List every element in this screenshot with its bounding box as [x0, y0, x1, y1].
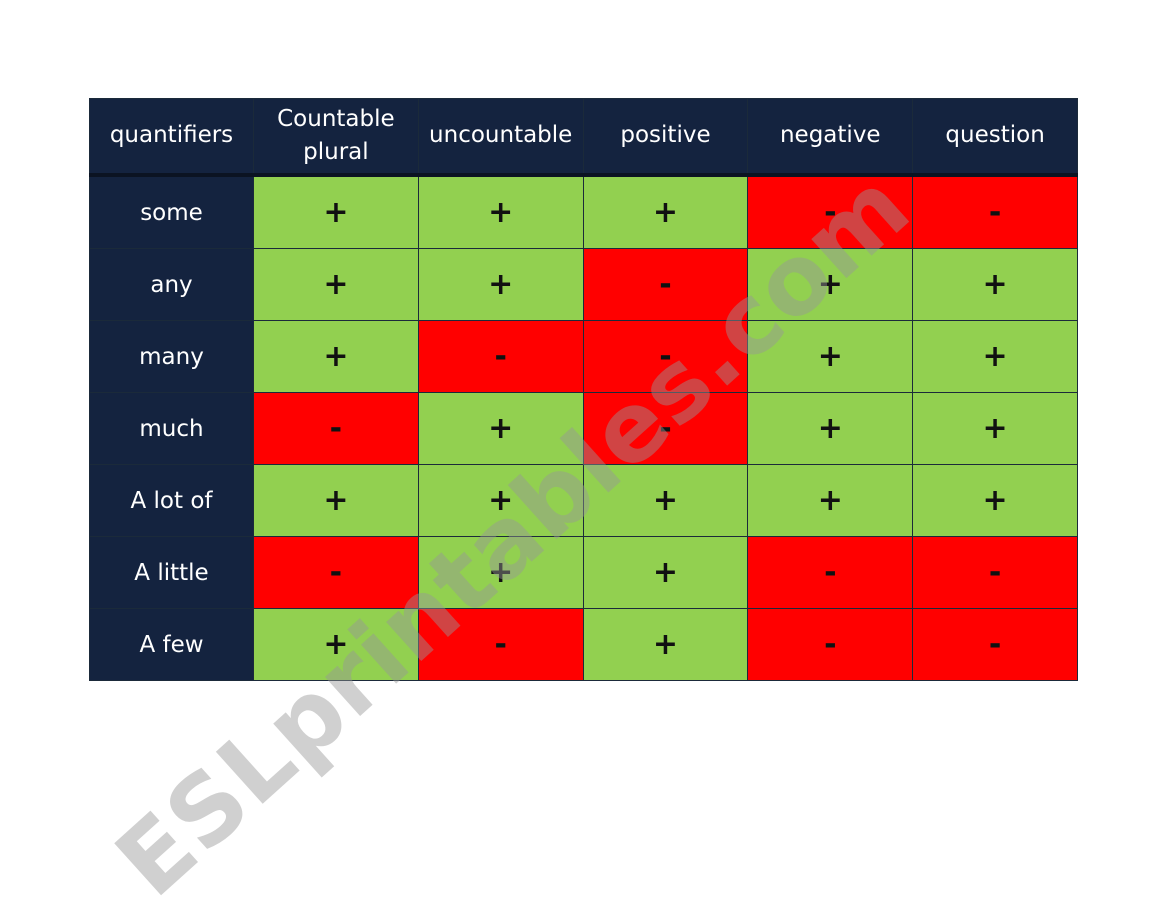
cell-minus: -: [582, 320, 749, 393]
cell-plus: +: [912, 320, 1078, 393]
cell-plus: +: [417, 536, 584, 609]
cell-minus: -: [253, 392, 419, 465]
cell-minus: -: [417, 608, 584, 681]
header-countable-plural: Countable plural: [253, 98, 419, 177]
row-label: much: [89, 392, 254, 465]
header-row: quantifiers Countable plural uncountable…: [89, 98, 1078, 177]
header-negative: negative: [747, 98, 914, 177]
cell-minus: -: [417, 320, 584, 393]
cell-minus: -: [582, 248, 749, 321]
cell-plus: +: [417, 248, 584, 321]
cell-minus: -: [747, 608, 914, 681]
cell-plus: +: [912, 464, 1078, 537]
row-label: some: [89, 174, 254, 249]
cell-plus: +: [253, 248, 419, 321]
header-question: question: [912, 98, 1078, 177]
cell-plus: +: [912, 392, 1078, 465]
cell-minus: -: [912, 174, 1078, 249]
cell-plus: +: [747, 392, 914, 465]
cell-plus: +: [417, 174, 584, 249]
header-uncountable: uncountable: [417, 98, 584, 177]
cell-plus: +: [417, 464, 584, 537]
cell-plus: +: [582, 464, 749, 537]
table-row: some + + + - -: [89, 174, 1078, 249]
cell-plus: +: [253, 464, 419, 537]
cell-plus: +: [747, 464, 914, 537]
cell-plus: +: [747, 248, 914, 321]
table-row: any + + - + +: [89, 248, 1078, 321]
table-row: many + - - + +: [89, 320, 1078, 393]
header-quantifiers: quantifiers: [89, 98, 254, 177]
cell-plus: +: [582, 536, 749, 609]
row-label: A little: [89, 536, 254, 609]
row-label: many: [89, 320, 254, 393]
table-row: A lot of + + + + +: [89, 464, 1078, 537]
cell-plus: +: [253, 320, 419, 393]
cell-minus: -: [747, 536, 914, 609]
table-row: A few + - + - -: [89, 608, 1078, 681]
cell-plus: +: [912, 248, 1078, 321]
table-row: A little - + + - -: [89, 536, 1078, 609]
cell-minus: -: [912, 608, 1078, 681]
header-positive: positive: [582, 98, 749, 177]
quantifiers-table: quantifiers Countable plural uncountable…: [89, 98, 1078, 681]
cell-minus: -: [582, 392, 749, 465]
cell-plus: +: [417, 392, 584, 465]
row-label: A few: [89, 608, 254, 681]
cell-plus: +: [582, 608, 749, 681]
cell-plus: +: [747, 320, 914, 393]
cell-plus: +: [253, 608, 419, 681]
cell-minus: -: [747, 174, 914, 249]
cell-plus: +: [582, 174, 749, 249]
row-label: A lot of: [89, 464, 254, 537]
table-row: much - + - + +: [89, 392, 1078, 465]
cell-minus: -: [253, 536, 419, 609]
cell-plus: +: [253, 174, 419, 249]
cell-minus: -: [912, 536, 1078, 609]
row-label: any: [89, 248, 254, 321]
